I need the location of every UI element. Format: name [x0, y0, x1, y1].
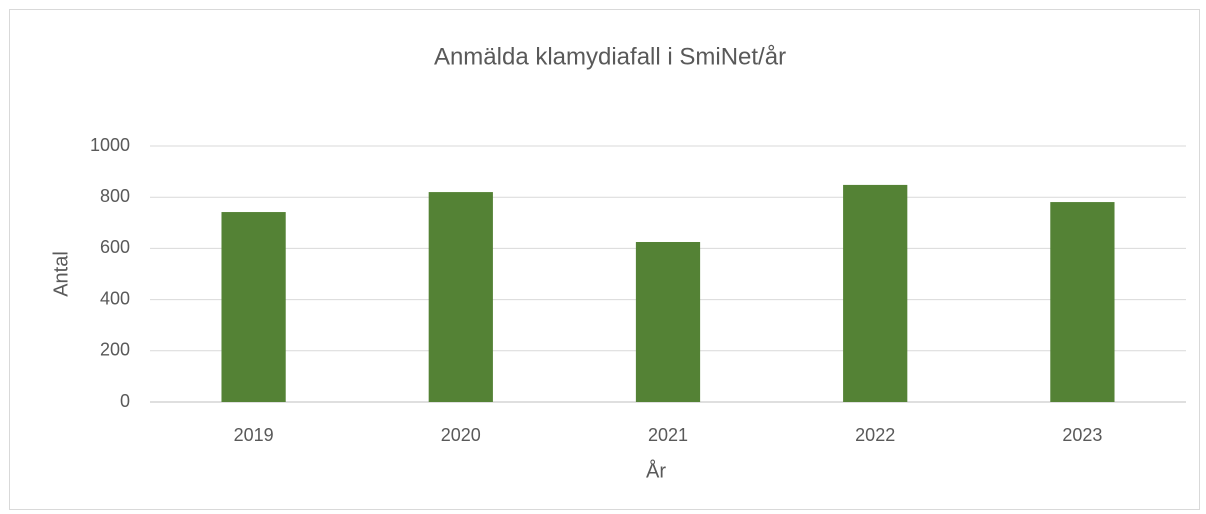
y-tick-label: 400	[100, 288, 130, 308]
x-tick-label: 2021	[648, 425, 688, 445]
y-axis-title: Antal	[50, 251, 72, 297]
chart-title: Anmälda klamydiafall i SmiNet/år	[434, 43, 786, 70]
chart-border	[9, 9, 1200, 510]
x-tick-label: 2023	[1062, 425, 1102, 445]
x-tick-label: 2022	[855, 425, 895, 445]
y-tick-label: 600	[100, 237, 130, 257]
y-tick-label: 1000	[90, 135, 130, 155]
bar	[635, 242, 701, 402]
bar	[221, 212, 286, 402]
bar	[843, 184, 908, 402]
x-tick-label: 2020	[441, 425, 481, 445]
x-tick-label: 2019	[234, 425, 274, 445]
x-axis-title: År	[646, 459, 666, 482]
bar	[428, 192, 493, 402]
y-tick-label: 0	[120, 391, 130, 411]
y-tick-label: 200	[100, 340, 130, 360]
y-tick-label: 800	[100, 186, 130, 206]
bar	[1050, 202, 1115, 402]
